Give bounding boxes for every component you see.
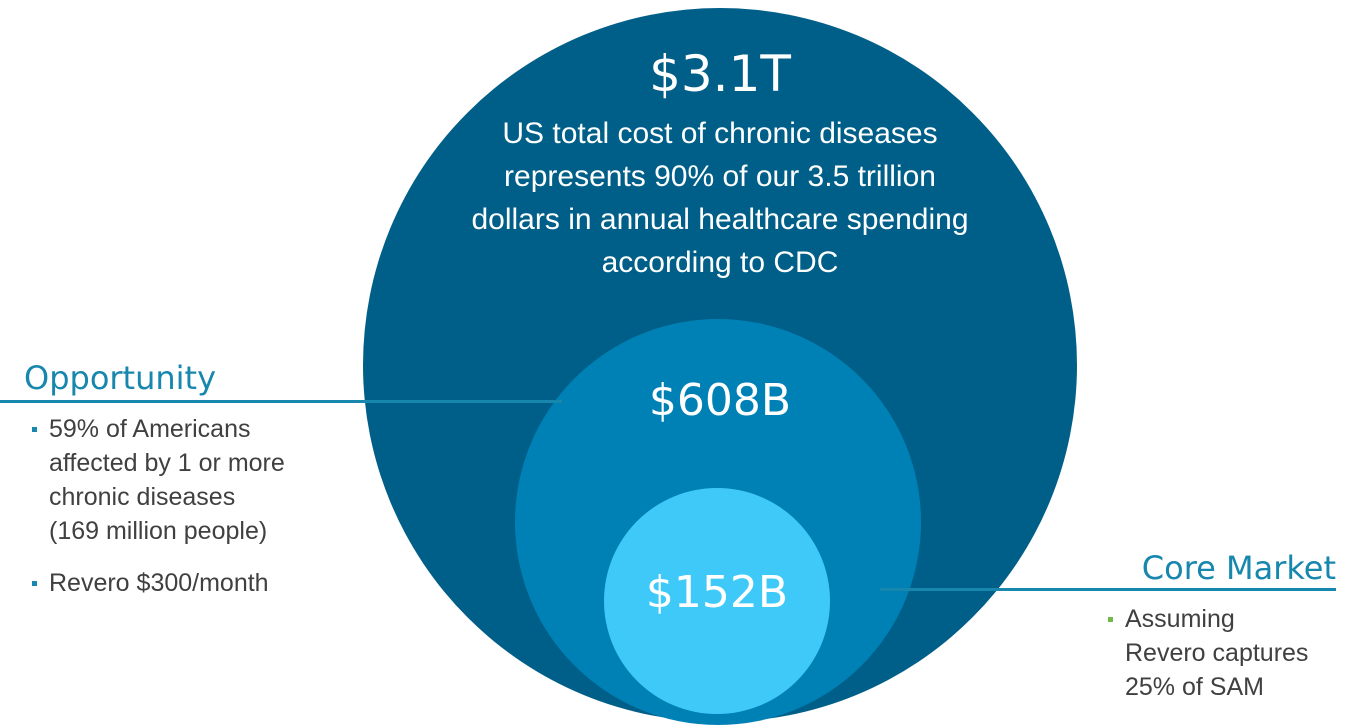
bullet-text-line: chronic diseases	[49, 483, 236, 511]
bullet-text-line: Revero captures	[1125, 639, 1309, 667]
outer-description-line: dollars in annual healthcare spending	[471, 203, 969, 236]
outer-description-line: represents 90% of our 3.5 trillion	[504, 160, 936, 193]
bullet-text-line: Revero $300/month	[49, 569, 269, 597]
outer-description-line: US total cost of chronic diseases	[502, 117, 938, 150]
core-market-bullet-list: Assuming Revero captures 25% of SAM	[1106, 602, 1356, 704]
outer-circle-value: $3.1T	[649, 45, 791, 103]
core-market-bullet: Assuming Revero captures 25% of SAM	[1106, 602, 1356, 704]
square-bullet-icon	[32, 581, 37, 586]
opportunity-connector-line	[0, 400, 562, 403]
bullet-text-line: (169 million people)	[49, 517, 268, 545]
core-market-connector-line	[880, 588, 1336, 591]
bullet-text-line: 59% of Americans	[49, 415, 251, 443]
square-bullet-icon	[32, 427, 37, 432]
bullet-text-line: Assuming	[1125, 605, 1235, 633]
square-bullet-icon	[1108, 617, 1113, 622]
bullet-text-line: affected by 1 or more	[49, 449, 285, 477]
opportunity-bullet: Revero $300/month	[30, 566, 350, 600]
middle-circle-value: $608B	[648, 375, 792, 426]
inner-circle-value: $152B	[645, 567, 789, 618]
opportunity-heading: Opportunity	[24, 359, 217, 397]
inner-circle-som	[604, 488, 830, 714]
core-market-heading: Core Market	[1141, 549, 1336, 587]
opportunity-bullet: 59% of Americans affected by 1 or more c…	[30, 412, 350, 548]
opportunity-bullet-list: 59% of Americans affected by 1 or more c…	[30, 412, 350, 600]
outer-description-line: according to CDC	[601, 246, 839, 279]
bullet-text-line: 25% of SAM	[1125, 673, 1264, 701]
outer-circle-description: US total cost of chronic diseases repres…	[420, 112, 1020, 284]
